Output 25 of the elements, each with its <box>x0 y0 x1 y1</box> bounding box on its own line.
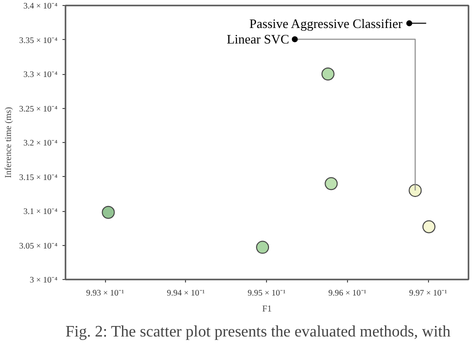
x-tick-label: 9.95 × 10⁻¹ <box>248 288 286 298</box>
x-axis-title: F1 <box>262 304 272 314</box>
point <box>422 220 436 234</box>
y-tick-label: 3.05 × 10⁻⁴ <box>19 240 58 250</box>
x-tick-label: 9.94 × 10⁻¹ <box>166 288 206 298</box>
annotation: Linear SVC <box>226 32 290 47</box>
y-tick-label: 3.2 × 10⁻⁴ <box>23 138 58 148</box>
point <box>256 240 270 254</box>
y-tick-label: 3.4 × 10⁻⁴ <box>23 0 58 10</box>
y-tick-label: 3.15 × 10⁻⁴ <box>19 172 58 182</box>
caption: Fig. 2: The scatter plot presents the evaluated methods, with <box>66 324 450 340</box>
y-tick-label: 3.3 × 10⁻⁴ <box>23 69 58 79</box>
annotation: Passive Aggressive Classifier <box>249 16 404 31</box>
x-tick-label: 9.96 × 10⁻¹ <box>328 288 367 298</box>
point <box>408 184 422 197</box>
y-tick-label: 3.35 × 10⁻⁴ <box>19 34 58 45</box>
x-tick-label: 9.97 × 10⁻¹ <box>409 288 448 298</box>
y-tick-label: 3.25 × 10⁻⁴ <box>19 103 58 114</box>
point <box>324 177 338 190</box>
y-tick-label: 3.1 × 10⁻⁴ <box>23 206 58 216</box>
point <box>321 68 334 80</box>
x-tick-label: 9.93 × 10⁻¹ <box>86 288 125 298</box>
point <box>102 206 115 219</box>
y-tick-label: 3 × 10⁻⁴ <box>30 274 58 284</box>
y-axis-title: Inference time (ms) <box>3 107 14 178</box>
